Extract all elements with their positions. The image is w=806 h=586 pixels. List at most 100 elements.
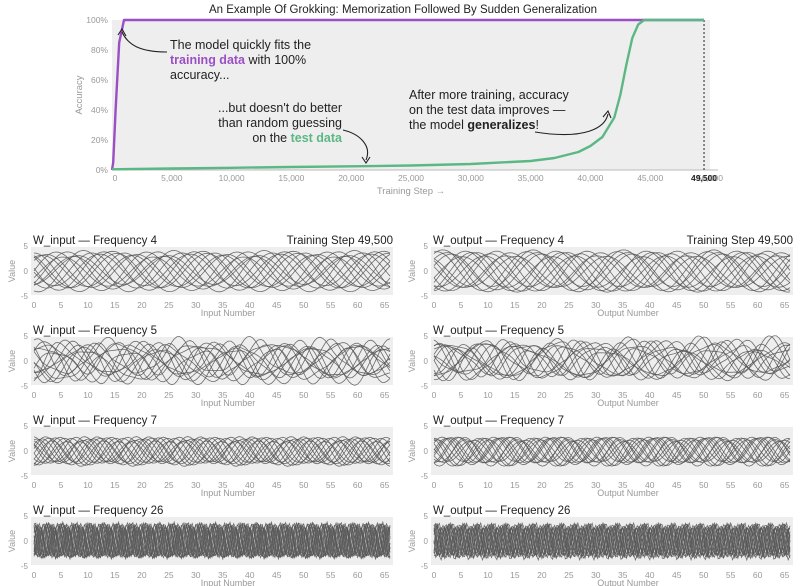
panel-x-tick: 20 — [537, 390, 547, 400]
annotation-text: ! — [535, 118, 538, 132]
panel-x-tick: 5 — [59, 480, 64, 490]
panel-step-label: Training Step 49,500 — [687, 235, 793, 247]
panel-x-tick: 40 — [645, 480, 655, 490]
panel-x-tick: 60 — [753, 300, 763, 310]
panel-x-tick: 0 — [32, 300, 37, 310]
panel-x-tick: 10 — [483, 480, 493, 490]
annotation-line: than random guessing — [218, 116, 342, 130]
panel-x-tick: 65 — [380, 480, 390, 490]
panel-x-tick: 0 — [432, 390, 437, 400]
panel-x-tick: 15 — [110, 570, 120, 580]
panel-y-label: Value — [7, 530, 17, 552]
annotation-text: than random guessing — [218, 116, 342, 130]
panel-x-tick: 40 — [645, 300, 655, 310]
weight-wave-line — [33, 342, 391, 379]
panel-x-tick: 20 — [537, 480, 547, 490]
panel-y-tick: -5 — [21, 562, 29, 571]
panel-x-tick: 35 — [618, 300, 628, 310]
weight-wave-line — [433, 256, 791, 288]
x-axis-label: Training Step → — [377, 186, 445, 197]
annotation-line: the model generalizes! — [409, 118, 539, 132]
weight-wave-line — [433, 436, 791, 464]
panel-x-label: Output Number — [597, 578, 659, 586]
annotation-highlight: test data — [291, 131, 343, 145]
weight-wave-line — [33, 342, 391, 386]
panel-x-tick: 50 — [699, 390, 709, 400]
panel-x-tick: 10 — [483, 570, 493, 580]
panel-x-tick: 5 — [459, 480, 464, 490]
panel-y-tick: -5 — [21, 472, 29, 481]
panel-x-tick: 60 — [753, 480, 763, 490]
panel-x-tick: 0 — [32, 570, 37, 580]
weight-wave-line — [433, 251, 791, 291]
test-accuracy-line — [111, 18, 704, 171]
panel-x-label: Output Number — [597, 308, 659, 318]
annotation-line: on the test data improves — — [409, 103, 566, 117]
weight-wave-line — [433, 335, 791, 382]
accuracy-plot-area — [112, 20, 710, 170]
panel-x-tick: 65 — [780, 300, 790, 310]
panel-plot-area — [431, 247, 793, 295]
weight-wave-line — [433, 437, 791, 467]
y-tick-label: 0% — [96, 165, 109, 175]
panel-x-tick: 55 — [726, 570, 736, 580]
panel-x-tick: 50 — [299, 300, 309, 310]
weight-wave-line — [33, 250, 391, 293]
annotation-text: After more training, accuracy — [409, 88, 570, 102]
panel-x-tick: 10 — [83, 300, 93, 310]
x-tick-label: 30,000 — [458, 173, 484, 183]
weight-wave-line — [433, 436, 791, 464]
panel-x-tick: 25 — [164, 570, 174, 580]
weight-wave-line — [433, 436, 791, 464]
panel-x-tick: 30 — [591, 390, 601, 400]
panel-y-tick: 0 — [424, 537, 429, 546]
weight-wave-line — [433, 339, 791, 377]
panel-x-tick: 60 — [353, 390, 363, 400]
panel-title: W_input — Frequency 4 — [33, 235, 158, 247]
weight-panel: W_output — Frequency 4 Training Step 49,5… — [407, 235, 793, 318]
panel-x-tick: 60 — [353, 480, 363, 490]
weight-wave-line — [433, 439, 791, 462]
annotation-line: After more training, accuracy — [409, 88, 570, 102]
annotation-arrowhead — [361, 156, 371, 164]
y-tick-label: 100% — [86, 15, 108, 25]
weight-wave-line — [33, 527, 391, 557]
panel-y-tick: 5 — [24, 512, 29, 521]
panel-x-tick: 65 — [780, 570, 790, 580]
weight-wave-line — [433, 522, 791, 560]
weight-wave-line — [434, 343, 791, 380]
panel-y-tick: -5 — [21, 292, 29, 301]
panel-x-tick: 5 — [59, 570, 64, 580]
panel-x-tick: 5 — [59, 390, 64, 400]
panel-x-tick: 40 — [645, 570, 655, 580]
weight-wave-line — [433, 339, 791, 378]
panel-x-tick: 35 — [218, 480, 228, 490]
x-tick-label: 10,000 — [219, 173, 245, 183]
x-tick-label: 35,000 — [518, 173, 544, 183]
panel-y-label: Value — [7, 440, 17, 462]
panel-y-tick: -5 — [21, 382, 29, 391]
panel-x-tick: 40 — [245, 480, 255, 490]
panel-x-tick: 30 — [191, 570, 201, 580]
y-tick-label: 20% — [91, 135, 108, 145]
panel-x-tick: 55 — [326, 480, 336, 490]
panel-x-tick: 30 — [591, 300, 601, 310]
weight-wave-line — [33, 437, 391, 463]
weight-wave-line — [33, 252, 391, 293]
panel-x-tick: 10 — [83, 390, 93, 400]
panel-title: W_input — Frequency 7 — [33, 415, 157, 427]
panel-x-tick: 40 — [245, 570, 255, 580]
panel-x-tick: 25 — [564, 390, 574, 400]
panel-y-tick: 0 — [424, 447, 429, 456]
x-tick-label: 20,000 — [338, 173, 364, 183]
weight-wave-line — [33, 255, 391, 287]
panel-step-label: Training Step 49,500 — [287, 235, 393, 247]
panel-y-tick: 0 — [24, 537, 29, 546]
weight-wave-line — [33, 347, 391, 383]
weight-wave-line — [433, 437, 791, 463]
panel-x-tick: 15 — [110, 390, 120, 400]
